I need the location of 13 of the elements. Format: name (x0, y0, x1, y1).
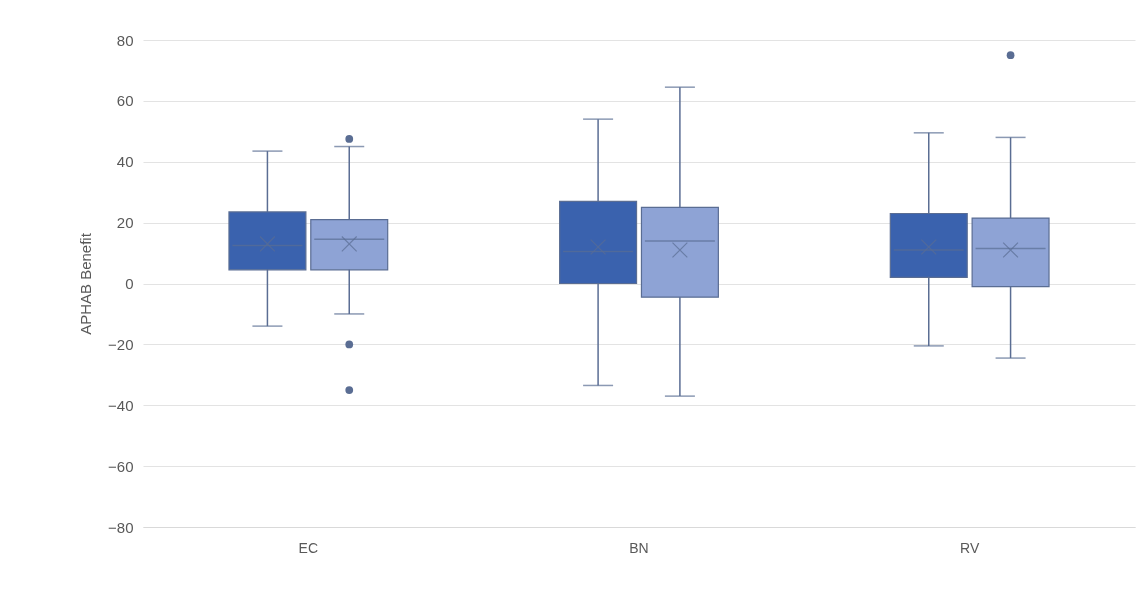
y-tick-label: −60 (108, 457, 134, 475)
x-tick-label: EC (298, 539, 319, 556)
y-tick-label: 80 (116, 31, 134, 49)
x-tick-label: BN (629, 539, 649, 556)
y-tick-label: 0 (125, 275, 134, 292)
y-tick-label: −40 (108, 396, 134, 414)
y-tick-label: 40 (116, 153, 134, 171)
y-tick-label: −20 (108, 335, 134, 353)
y-axis-title: APHAB Benefit (77, 232, 95, 335)
y-tick-label: 60 (116, 92, 134, 110)
y-tick-label: −80 (108, 518, 134, 536)
x-tick-label: RV (960, 539, 980, 556)
y-tick-label: 20 (116, 214, 134, 232)
